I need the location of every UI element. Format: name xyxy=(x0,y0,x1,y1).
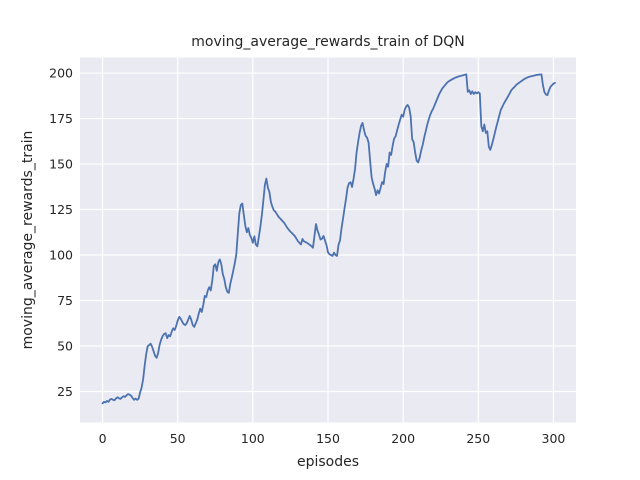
y-tick-label: 125 xyxy=(49,202,73,217)
y-tick-label: 50 xyxy=(57,338,73,353)
x-tick-label: 200 xyxy=(391,431,415,446)
grid xyxy=(80,57,576,423)
x-tick-label: 250 xyxy=(466,431,490,446)
tick-labels: 0 50 100 150 200 250 300 25 50 75 100 125 150 175 200 xyxy=(49,66,565,446)
y-tick-label: 25 xyxy=(57,384,73,399)
series-lines xyxy=(101,73,556,405)
y-tick-label: 75 xyxy=(57,293,73,308)
y-tick-label: 175 xyxy=(49,111,73,126)
x-tick-label: 150 xyxy=(316,431,340,446)
chart-title: moving_average_rewards_train of DQN xyxy=(191,34,465,50)
x-tick-label: 100 xyxy=(241,431,265,446)
x-tick-label: 0 xyxy=(99,431,107,446)
x-axis-label: episodes xyxy=(297,454,359,470)
x-tick-label: 300 xyxy=(542,431,566,446)
y-tick-label: 100 xyxy=(49,248,73,263)
x-tick-label: 50 xyxy=(170,431,186,446)
y-axis-label: moving_average_rewards_train xyxy=(20,131,36,350)
y-tick-label: 150 xyxy=(49,157,73,172)
reward-line xyxy=(101,73,556,405)
y-tick-label: 200 xyxy=(49,66,73,81)
